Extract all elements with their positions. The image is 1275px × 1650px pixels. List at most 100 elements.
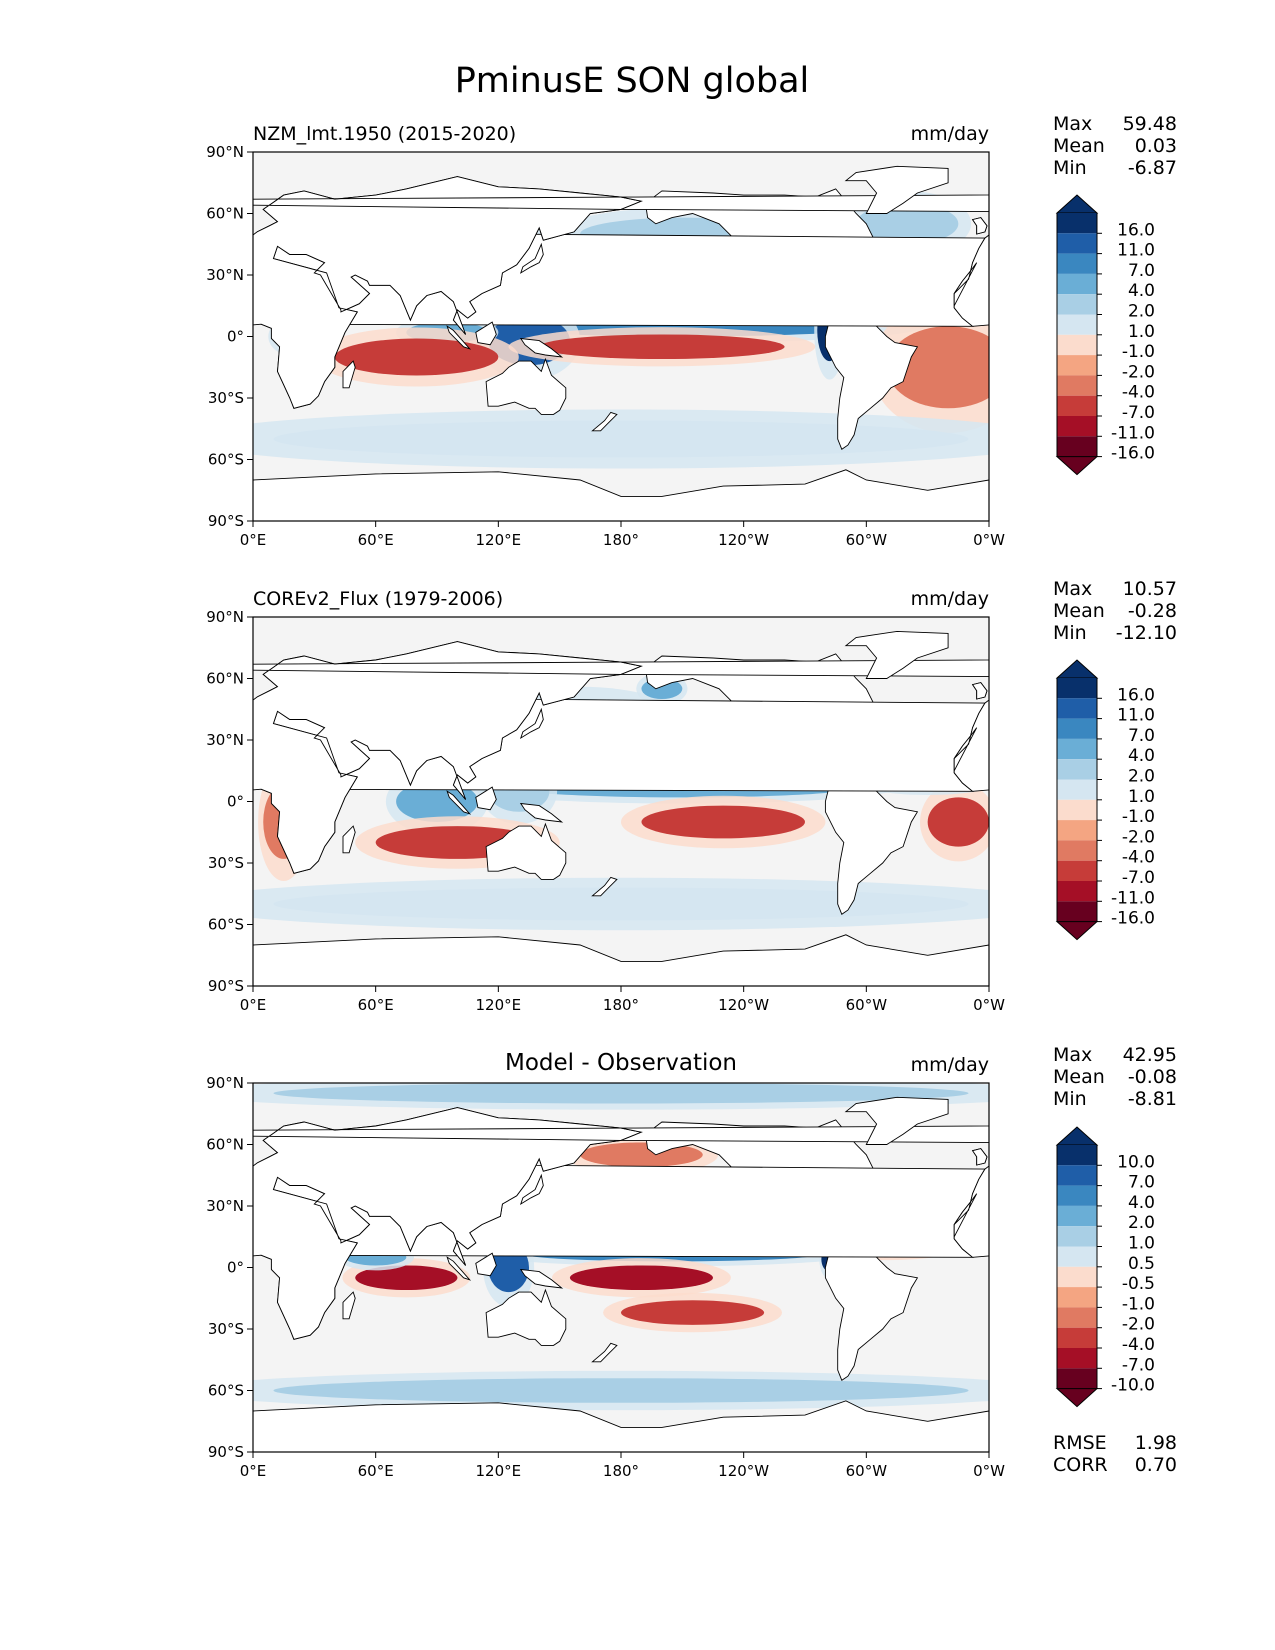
- colorbar-label: 1.0: [1128, 1234, 1155, 1254]
- landmass-antarctica: [253, 934, 989, 986]
- stat-value: -0.08: [1128, 1066, 1177, 1088]
- landmass-sumatra: [446, 325, 472, 350]
- landmass-uk-wrap: [971, 1148, 988, 1166]
- colorbar-label: 11.0: [1117, 241, 1155, 261]
- figure-title: PminusE SON global: [455, 61, 810, 101]
- y-tick-label: 90°S: [208, 1443, 244, 1461]
- stat-label: Min: [1053, 1088, 1087, 1110]
- field-contour: [273, 1083, 969, 1104]
- y-axis: 90°N 60°N 30°N 0° 30°S 60°S 90°S: [206, 143, 253, 530]
- panel-units: mm/day: [911, 123, 989, 145]
- x-tick-label: 60°W: [846, 1462, 888, 1480]
- x-tick-label: 0°W: [973, 531, 1005, 549]
- land-layer: [253, 165, 989, 521]
- landmass-new-guinea: [519, 802, 564, 823]
- y-tick-label: 90°S: [208, 512, 244, 530]
- landmass-south-america: [824, 313, 919, 450]
- colorbar-label: 1.0: [1128, 322, 1155, 342]
- stat-value: -0.28: [1128, 600, 1177, 622]
- y-tick-label: 60°S: [208, 916, 244, 934]
- skill-stat-value: 1.98: [1135, 1432, 1177, 1454]
- y-tick-label: 60°S: [208, 1382, 244, 1400]
- landmass-new-zealand: [591, 411, 618, 432]
- colorbar-segment: [1057, 1287, 1097, 1308]
- landmass-uk-wrap: [971, 682, 988, 700]
- x-tick-label: 120°E: [476, 531, 522, 549]
- x-tick-label: 60°E: [358, 531, 394, 549]
- landmass-greenland: [844, 165, 949, 214]
- x-tick-label: 60°W: [846, 531, 888, 549]
- field-contour: [273, 1378, 969, 1403]
- land-layer: [253, 630, 989, 986]
- landmass-borneo: [475, 321, 497, 346]
- stat-label: Min: [1053, 157, 1087, 179]
- stat-value: -8.81: [1128, 1088, 1177, 1110]
- x-axis: 0°E 60°E 120°E 180° 120°W 60°W 0°W: [240, 1452, 1005, 1480]
- colorbar-label: 1.0: [1128, 787, 1155, 807]
- stat-value: 59.48: [1123, 113, 1177, 135]
- stat-label: Min: [1053, 622, 1087, 644]
- stat-label: Mean: [1053, 135, 1105, 157]
- colorbar-segment: [1057, 1246, 1097, 1267]
- landmass-new-guinea: [519, 1268, 564, 1289]
- colorbar-label: -7.0: [1122, 1355, 1155, 1375]
- skill-stats: RMSE 1.98 CORR 0.70: [1053, 1432, 1177, 1476]
- colorbar-label: -1.0: [1122, 1294, 1155, 1314]
- x-tick-label: 0°W: [973, 996, 1005, 1014]
- colorbar-segment: [1057, 436, 1097, 457]
- landmass-new-zealand: [591, 876, 618, 897]
- landmass-new-zealand: [591, 1342, 618, 1363]
- colorbar-label: -2.0: [1122, 1315, 1155, 1335]
- landmass-japan: [519, 242, 544, 274]
- colorbar-segment: [1057, 820, 1097, 841]
- colorbar-segment: [1057, 1266, 1097, 1288]
- landmass-sumatra: [446, 1256, 472, 1281]
- landmass-antarctica: [253, 469, 989, 521]
- stat-value: -6.87: [1128, 157, 1177, 179]
- x-tick-label: 0°W: [973, 1462, 1005, 1480]
- colorbar-label: 16.0: [1117, 220, 1155, 240]
- colorbar-label: 16.0: [1117, 685, 1155, 705]
- colorbar-segment: [1057, 860, 1097, 881]
- y-tick-label: 30°N: [206, 266, 244, 284]
- panel-title: NZM_lmt.1950 (2015-2020): [253, 123, 516, 145]
- landmass-africa-eurasia-wrap: [620, 1125, 989, 1258]
- stats-box: Max 10.57 Mean -0.28 Min -12.10: [1053, 578, 1177, 644]
- colorbar-segment: [1057, 759, 1097, 780]
- colorbar-extend-top: [1055, 1126, 1099, 1146]
- colorbar-label: -2.0: [1122, 362, 1155, 382]
- landmass-greenland: [844, 1096, 949, 1145]
- stat-value: 0.03: [1135, 135, 1177, 157]
- colorbar-label: 7.0: [1128, 726, 1155, 746]
- landmass-japan: [519, 707, 544, 740]
- stats-box: Max 42.95 Mean -0.08 Min -8.81: [1053, 1044, 1177, 1110]
- y-tick-label: 60°N: [206, 1136, 244, 1154]
- map-area: [253, 1083, 989, 1452]
- y-tick-label: 90°N: [206, 143, 244, 161]
- panel-title: Model - Observation: [505, 1050, 737, 1076]
- y-tick-label: 30°N: [206, 1197, 244, 1215]
- landmass-africa-eurasia-wrap: [620, 659, 989, 792]
- landmass-madagascar: [342, 825, 356, 854]
- y-tick-label: 90°N: [206, 1074, 244, 1092]
- y-tick-label: 60°N: [206, 670, 244, 688]
- colorbar-segment: [1057, 799, 1097, 821]
- colorbar-segment: [1057, 1368, 1097, 1389]
- landmass-australia: [485, 1288, 567, 1346]
- colorbar-extend-bottom: [1055, 921, 1099, 941]
- colorbar-label: 4.0: [1128, 746, 1155, 766]
- x-tick-label: 60°E: [358, 996, 394, 1014]
- y-tick-label: 30°S: [208, 1320, 244, 1338]
- stat-label: Max: [1053, 1044, 1092, 1066]
- colorbar-segment: [1057, 1226, 1097, 1247]
- colorbar-segment: [1057, 294, 1097, 315]
- colorbar-label: -11.0: [1111, 423, 1155, 443]
- field-contour: [273, 887, 969, 921]
- landmass-sumatra: [446, 790, 472, 815]
- colorbar-segment: [1057, 253, 1097, 274]
- y-tick-label: 0°: [227, 793, 244, 811]
- y-axis: 90°N 60°N 30°N 0° 30°S 60°S 90°S: [206, 608, 253, 995]
- stat-value: 42.95: [1123, 1044, 1177, 1066]
- colorbar-label: -10.0: [1111, 1376, 1155, 1396]
- landmass-borneo: [475, 786, 497, 811]
